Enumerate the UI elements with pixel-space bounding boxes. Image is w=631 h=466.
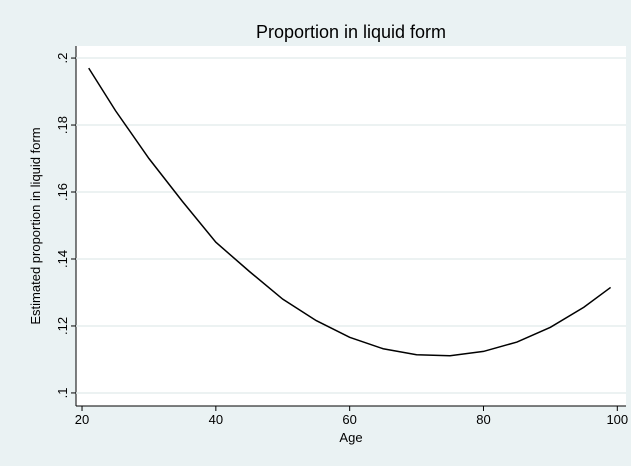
x-tick-label: 80 <box>476 412 490 427</box>
x-axis-label: Age <box>339 430 362 445</box>
y-tick-label: .14 <box>55 250 70 268</box>
y-tick-label: .16 <box>55 183 70 201</box>
x-tick-label: 100 <box>606 412 628 427</box>
y-tick-label: .12 <box>55 317 70 335</box>
y-tick-label: .2 <box>55 53 70 64</box>
x-tick-label: 20 <box>75 412 89 427</box>
plot-area <box>76 46 626 406</box>
x-tick-label: 60 <box>342 412 356 427</box>
line <box>88 67 612 357</box>
chart-title: Proportion in liquid form <box>256 22 446 42</box>
x-tick-label: 40 <box>209 412 223 427</box>
y-axis-label: Estimated proportion in liquid form <box>28 127 43 324</box>
y-tick-label: .18 <box>55 116 70 134</box>
y-tick-label: .1 <box>55 388 70 399</box>
